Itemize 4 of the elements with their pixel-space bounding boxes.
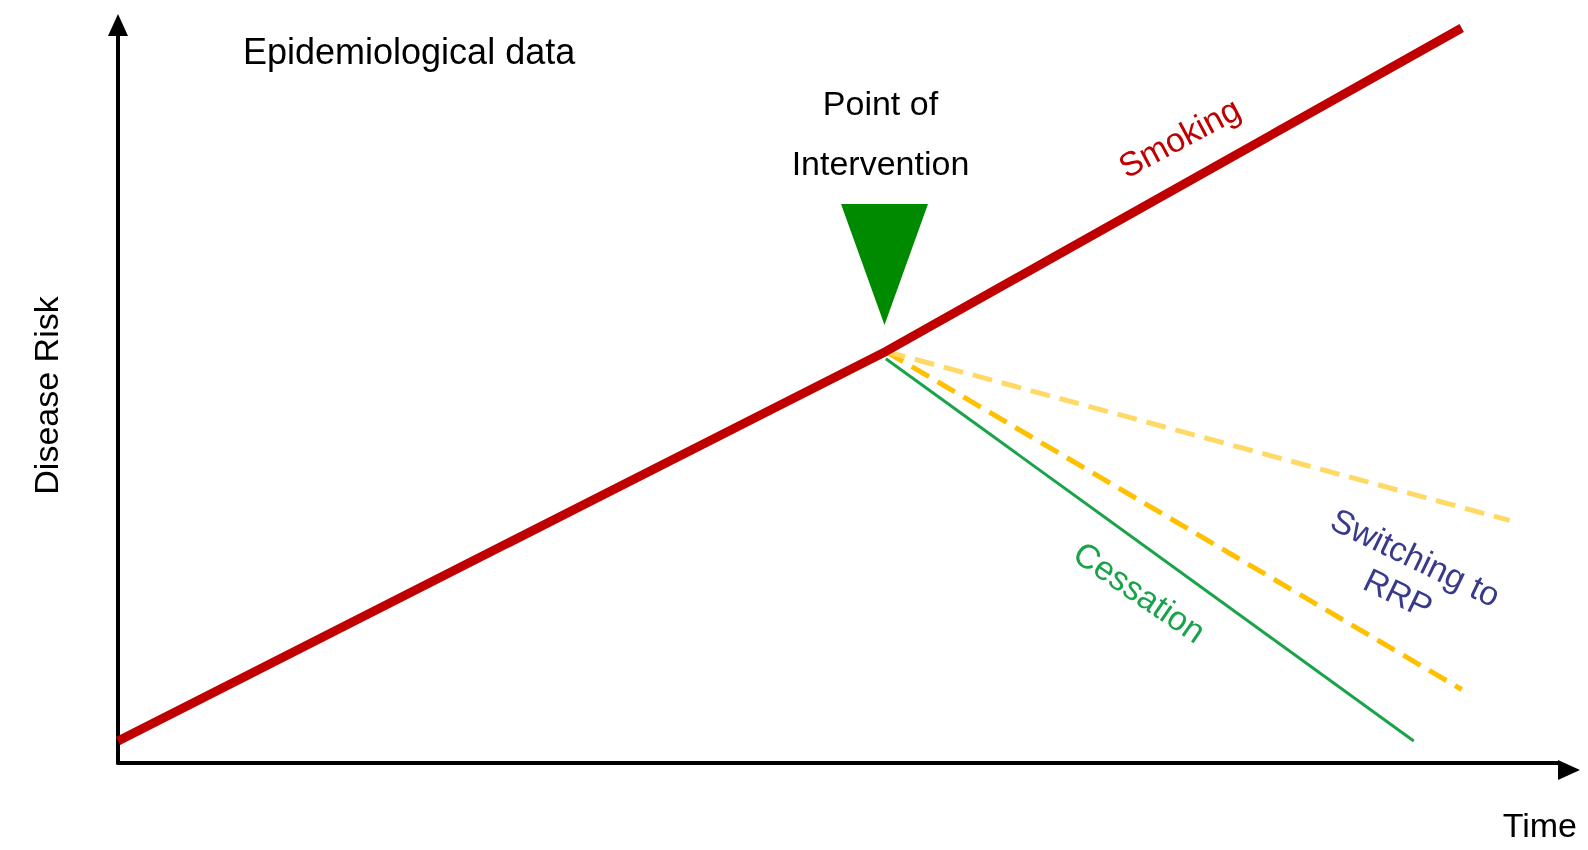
annotation: Point of Intervention	[791, 84, 970, 183]
chart-title: Epidemiological data	[243, 30, 577, 72]
x-axis-title: Time	[1502, 806, 1577, 844]
y-axis-title: Disease Risk	[27, 295, 65, 495]
